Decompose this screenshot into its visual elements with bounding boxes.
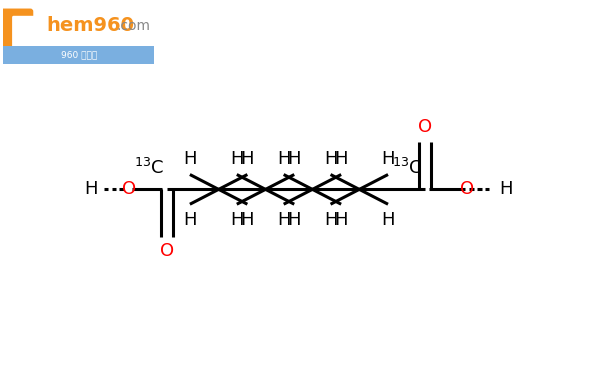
Text: H: H bbox=[335, 211, 348, 229]
Text: H: H bbox=[335, 150, 348, 168]
FancyBboxPatch shape bbox=[0, 9, 33, 55]
Text: H: H bbox=[381, 211, 395, 229]
Text: H: H bbox=[324, 150, 338, 168]
Text: H: H bbox=[183, 150, 197, 168]
Text: H: H bbox=[84, 180, 98, 198]
Text: H: H bbox=[287, 211, 301, 229]
Text: O: O bbox=[418, 118, 432, 136]
Text: H: H bbox=[287, 150, 301, 168]
Text: hem960: hem960 bbox=[47, 16, 135, 36]
Text: H: H bbox=[277, 150, 290, 168]
Text: O: O bbox=[122, 180, 137, 198]
Text: H: H bbox=[381, 150, 395, 168]
Text: H: H bbox=[241, 150, 254, 168]
Text: H: H bbox=[230, 211, 244, 229]
FancyBboxPatch shape bbox=[12, 16, 38, 48]
Bar bbox=[3, 46, 154, 64]
Text: $^{13}$C: $^{13}$C bbox=[392, 158, 422, 178]
Text: H: H bbox=[499, 180, 512, 198]
Text: H: H bbox=[277, 211, 290, 229]
Text: H: H bbox=[183, 211, 197, 229]
Text: .com: .com bbox=[116, 19, 150, 33]
Text: O: O bbox=[160, 243, 174, 261]
Text: H: H bbox=[324, 211, 338, 229]
Text: O: O bbox=[460, 180, 474, 198]
Text: 960 化工网: 960 化工网 bbox=[60, 51, 97, 60]
Text: H: H bbox=[241, 211, 254, 229]
Text: $^{13}$C: $^{13}$C bbox=[134, 158, 165, 178]
Text: H: H bbox=[230, 150, 244, 168]
